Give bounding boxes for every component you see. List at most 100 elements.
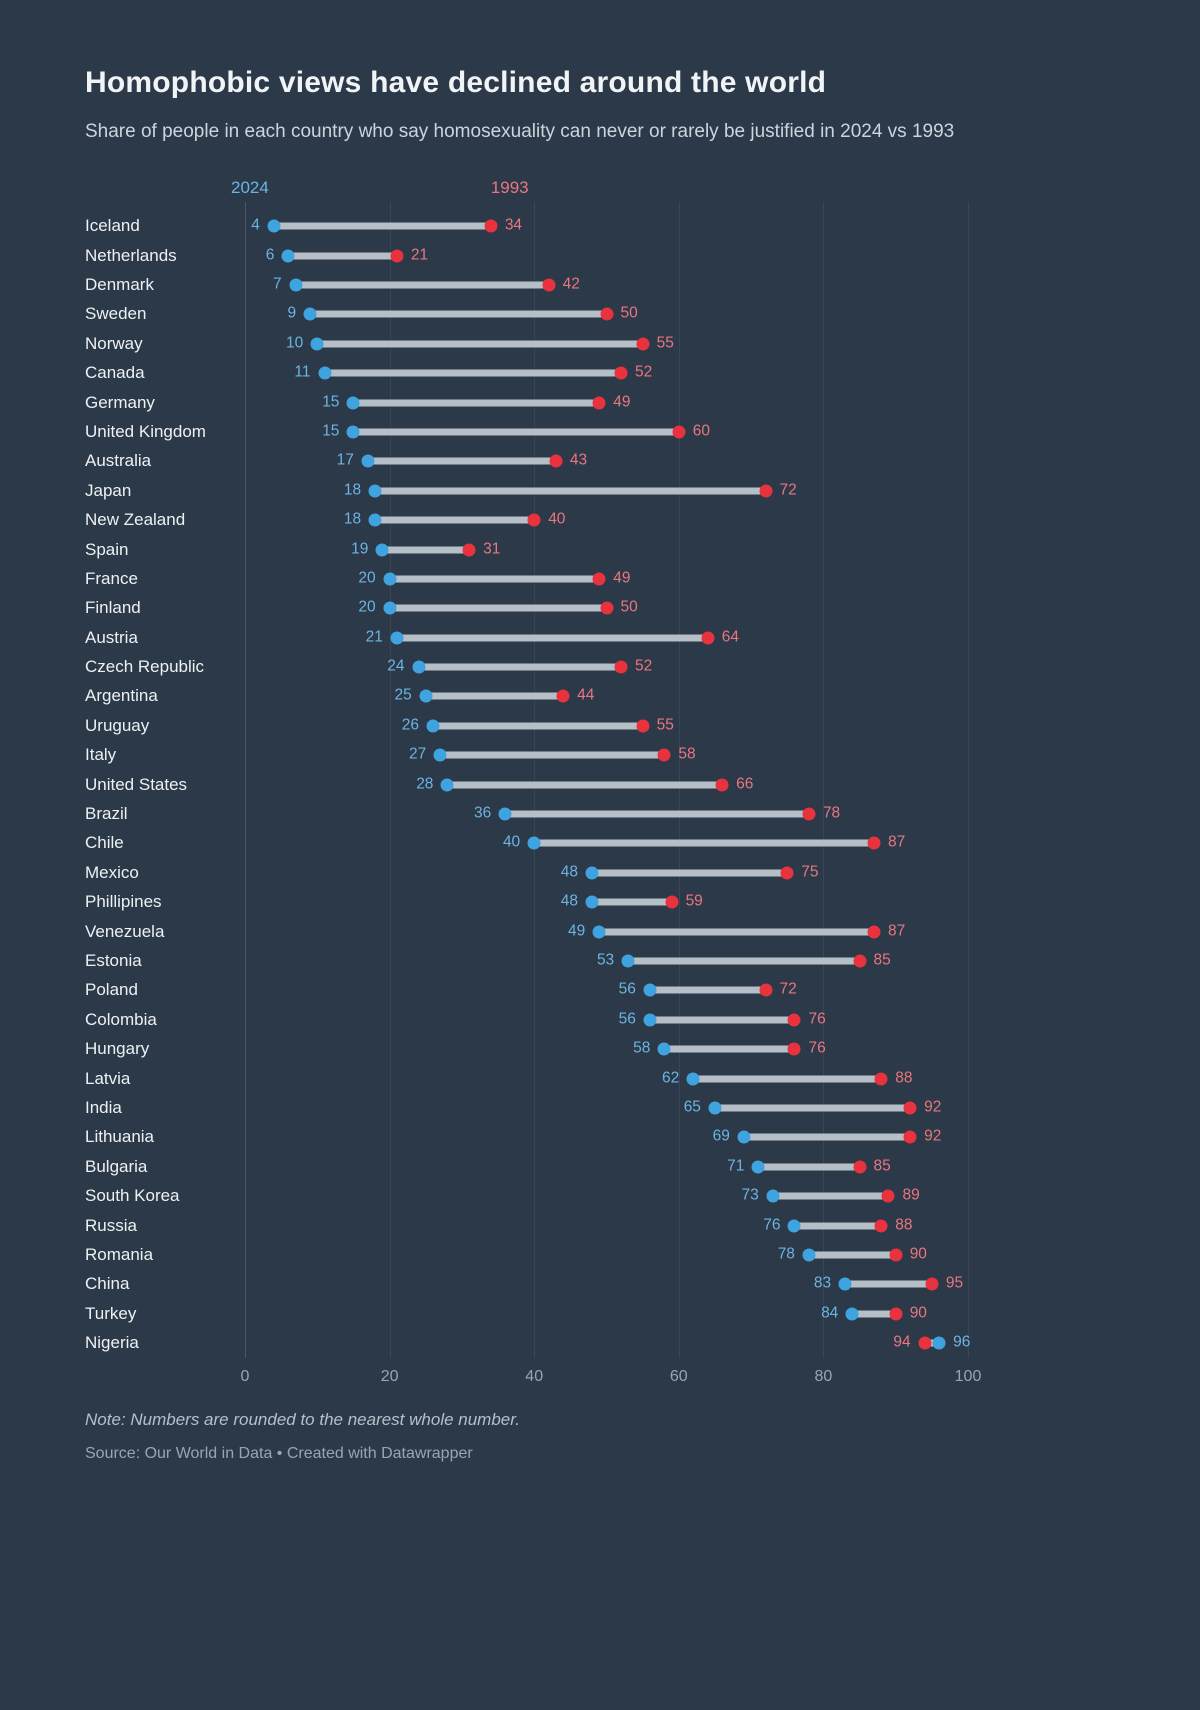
dot-2024[interactable] bbox=[766, 1189, 780, 1203]
dot-2024[interactable] bbox=[361, 454, 375, 468]
dot-1993[interactable] bbox=[665, 895, 679, 909]
dot-1993[interactable] bbox=[759, 484, 773, 498]
dot-2024[interactable] bbox=[318, 366, 332, 380]
dot-1993[interactable] bbox=[614, 366, 628, 380]
dot-1993[interactable] bbox=[636, 719, 650, 733]
dot-2024[interactable] bbox=[368, 513, 382, 527]
dot-2024[interactable] bbox=[686, 1072, 700, 1086]
dot-1993[interactable] bbox=[853, 1160, 867, 1174]
dot-1993[interactable] bbox=[600, 601, 613, 615]
dot-2024[interactable] bbox=[383, 572, 397, 586]
dot-1993[interactable] bbox=[867, 925, 881, 939]
dumbbell-row: China 83 95 bbox=[85, 1270, 1115, 1299]
dot-2024[interactable] bbox=[419, 689, 433, 703]
dot-2024[interactable] bbox=[426, 719, 440, 733]
value-2024: 78 bbox=[777, 1245, 795, 1263]
dot-1993[interactable] bbox=[542, 278, 556, 292]
dot-2024[interactable] bbox=[346, 425, 360, 439]
dot-1993[interactable] bbox=[614, 660, 628, 674]
dot-1993[interactable] bbox=[918, 1336, 932, 1350]
dot-2024[interactable] bbox=[527, 836, 541, 850]
dot-2024[interactable] bbox=[412, 660, 426, 674]
dot-2024[interactable] bbox=[643, 1013, 657, 1027]
dot-2024[interactable] bbox=[585, 895, 599, 909]
dot-1993[interactable] bbox=[759, 983, 773, 997]
dumbbell-track: 69 92 bbox=[245, 1123, 968, 1152]
dot-2024[interactable] bbox=[375, 543, 389, 557]
dot-2024[interactable] bbox=[585, 866, 599, 880]
dot-2024[interactable] bbox=[368, 484, 382, 498]
dot-2024[interactable] bbox=[281, 249, 295, 263]
dot-1993[interactable] bbox=[874, 1219, 888, 1233]
dot-2024[interactable] bbox=[845, 1307, 859, 1321]
dumbbell-track: 20 49 bbox=[245, 564, 968, 593]
connector-bar bbox=[367, 457, 556, 465]
dot-1993[interactable] bbox=[592, 396, 606, 410]
dot-2024[interactable] bbox=[751, 1160, 765, 1174]
dumbbell-track: 9 50 bbox=[245, 300, 968, 329]
dot-1993[interactable] bbox=[715, 778, 729, 792]
dot-1993[interactable] bbox=[549, 454, 563, 468]
dot-1993[interactable] bbox=[889, 1307, 903, 1321]
country-label: Australia bbox=[85, 451, 152, 471]
value-1993: 52 bbox=[634, 657, 653, 675]
dot-1993[interactable] bbox=[701, 631, 715, 645]
dot-1993[interactable] bbox=[925, 1277, 939, 1291]
dot-2024[interactable] bbox=[838, 1277, 852, 1291]
dot-1993[interactable] bbox=[780, 866, 794, 880]
dumbbell-row: Phillipines 48 59 bbox=[85, 888, 1115, 917]
dot-1993[interactable] bbox=[889, 1248, 903, 1262]
dot-1993[interactable] bbox=[853, 954, 867, 968]
country-label: Colombia bbox=[85, 1009, 157, 1029]
country-label: Germany bbox=[85, 392, 155, 412]
dumbbell-track: 56 76 bbox=[245, 1005, 968, 1034]
value-2024: 96 bbox=[953, 1333, 971, 1351]
dot-2024[interactable] bbox=[643, 983, 657, 997]
dot-2024[interactable] bbox=[440, 778, 454, 792]
dot-1993[interactable] bbox=[881, 1189, 895, 1203]
dot-2024[interactable] bbox=[737, 1130, 751, 1144]
dot-2024[interactable] bbox=[289, 278, 303, 292]
dot-1993[interactable] bbox=[462, 543, 476, 557]
connector-bar bbox=[794, 1222, 882, 1230]
dot-2024[interactable] bbox=[708, 1101, 722, 1115]
dot-1993[interactable] bbox=[903, 1101, 917, 1115]
dot-1993[interactable] bbox=[867, 836, 881, 850]
dot-2024[interactable] bbox=[310, 337, 324, 351]
dot-1993[interactable] bbox=[390, 249, 404, 263]
dumbbell-track: 11 52 bbox=[245, 359, 968, 388]
dot-1993[interactable] bbox=[672, 425, 686, 439]
dot-2024[interactable] bbox=[621, 954, 635, 968]
dot-2024[interactable] bbox=[592, 925, 606, 939]
value-1993: 44 bbox=[577, 687, 595, 705]
dot-2024[interactable] bbox=[267, 219, 281, 233]
dot-1993[interactable] bbox=[484, 219, 498, 233]
dot-1993[interactable] bbox=[874, 1072, 888, 1086]
dot-1993[interactable] bbox=[556, 689, 570, 703]
country-label: Spain bbox=[85, 539, 129, 559]
dot-2024[interactable] bbox=[657, 1042, 671, 1056]
dot-1993[interactable] bbox=[787, 1013, 801, 1027]
dot-1993[interactable] bbox=[903, 1130, 917, 1144]
dot-2024[interactable] bbox=[303, 307, 317, 321]
value-1993: 40 bbox=[548, 510, 566, 528]
dot-2024[interactable] bbox=[346, 396, 360, 410]
dot-2024[interactable] bbox=[787, 1219, 801, 1233]
dot-1993[interactable] bbox=[636, 337, 650, 351]
dot-1993[interactable] bbox=[802, 807, 816, 821]
dot-1993[interactable] bbox=[592, 572, 606, 586]
dot-2024[interactable] bbox=[498, 807, 512, 821]
dot-2024[interactable] bbox=[390, 631, 404, 645]
dumbbell-track: 36 78 bbox=[245, 799, 968, 828]
dot-1993[interactable] bbox=[657, 748, 671, 762]
dot-1993[interactable] bbox=[600, 307, 613, 321]
dot-2024[interactable] bbox=[383, 601, 397, 615]
dot-2024[interactable] bbox=[802, 1248, 816, 1262]
country-label: Denmark bbox=[85, 275, 154, 295]
dot-2024[interactable] bbox=[433, 748, 447, 762]
dot-2024[interactable] bbox=[932, 1336, 946, 1350]
country-label: Argentina bbox=[85, 686, 158, 706]
dot-1993[interactable] bbox=[787, 1042, 801, 1056]
value-1993: 21 bbox=[410, 246, 429, 264]
dot-1993[interactable] bbox=[527, 513, 541, 527]
